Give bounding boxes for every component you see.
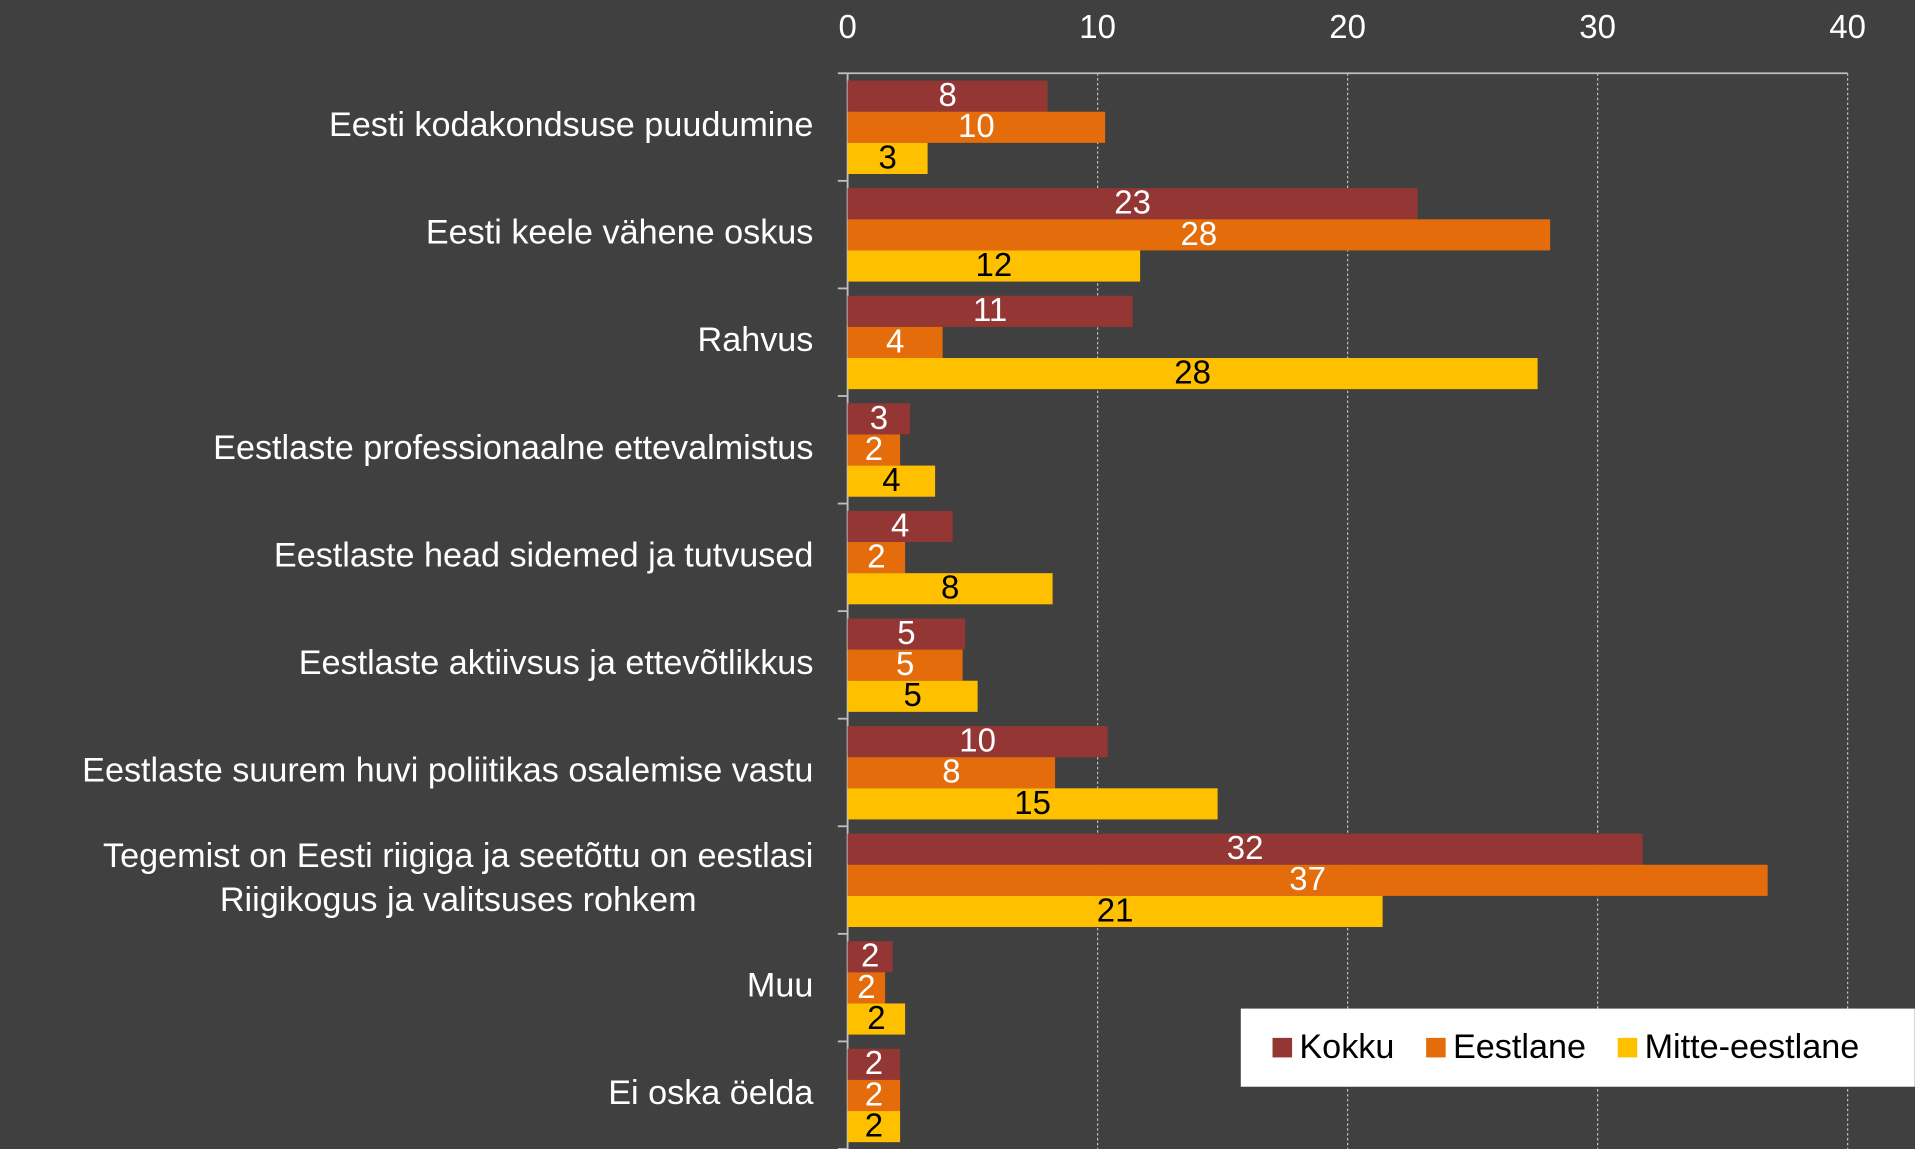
- bar: [847, 788, 1218, 820]
- category-label-line: Tegemist on Eesti riigiga ja seetõttu on…: [103, 837, 813, 875]
- data-label: 2: [865, 1107, 883, 1144]
- legend-label: Kokku: [1299, 1028, 1394, 1066]
- data-label: 10: [959, 722, 996, 759]
- bar: [847, 1003, 906, 1035]
- category-label: Eesti kodakondsuse puudumine: [329, 106, 813, 144]
- category-label: Muu: [747, 967, 813, 1005]
- bar: [847, 295, 1133, 327]
- x-tick-label: 0: [838, 8, 856, 45]
- bar: [847, 618, 966, 650]
- data-label: 2: [867, 538, 885, 575]
- bar: [847, 542, 906, 574]
- data-label: 5: [897, 614, 915, 651]
- bar: [847, 465, 936, 497]
- data-label: 21: [1097, 891, 1134, 928]
- data-label: 4: [886, 322, 904, 359]
- data-label: 11: [973, 291, 1007, 328]
- bar: [847, 726, 1108, 758]
- bar: [847, 941, 893, 973]
- legend-label: Eestlane: [1453, 1028, 1586, 1066]
- legend-swatch: [1617, 1037, 1638, 1058]
- bar: [847, 434, 901, 466]
- data-label: 8: [942, 753, 960, 790]
- data-label: 2: [861, 937, 879, 974]
- category-label: Eestlaste professionaalne ettevalmistus: [213, 429, 813, 467]
- legend-box: [1240, 1008, 1915, 1087]
- category-label: Eestlaste suurem huvi poliitikas osalemi…: [82, 752, 813, 790]
- bar: [847, 649, 963, 681]
- bar: [847, 1048, 901, 1080]
- bar: [847, 142, 928, 174]
- data-label: 28: [1181, 215, 1218, 252]
- bar: [847, 358, 1538, 390]
- bar: [847, 757, 1056, 789]
- bar: [847, 680, 978, 712]
- data-label: 32: [1227, 829, 1264, 866]
- data-label: 4: [891, 506, 909, 543]
- bar: [847, 250, 1141, 282]
- data-label: 2: [865, 1075, 883, 1112]
- bar: [847, 188, 1418, 220]
- data-label: 5: [896, 645, 914, 682]
- data-label: 37: [1289, 860, 1326, 897]
- data-label: 23: [1114, 184, 1151, 221]
- x-tick-label: 40: [1829, 8, 1866, 45]
- data-label: 8: [938, 76, 956, 113]
- data-label: 2: [865, 430, 883, 467]
- data-label: 2: [867, 999, 885, 1036]
- x-tick-label: 30: [1579, 8, 1616, 45]
- bar: [847, 895, 1383, 928]
- bar: [847, 111, 1106, 143]
- bar: [847, 1079, 901, 1112]
- data-label: 3: [870, 399, 888, 436]
- data-label: 15: [1014, 784, 1051, 821]
- data-label: 28: [1174, 354, 1211, 391]
- data-label: 3: [878, 138, 896, 175]
- category-label: Ei oska öelda: [608, 1074, 813, 1112]
- data-label: 4: [882, 461, 900, 498]
- data-label: 2: [865, 1044, 883, 1081]
- bar: [847, 864, 1768, 896]
- bar: [847, 80, 1048, 112]
- category-label: Rahvus: [698, 321, 814, 359]
- data-label: 2: [857, 968, 875, 1005]
- legend-swatch: [1272, 1037, 1293, 1058]
- category-label: Eestlaste aktiivsus ja ettevõtlikkus: [299, 644, 814, 682]
- data-label: 8: [941, 569, 959, 606]
- legend-swatch: [1426, 1037, 1446, 1058]
- bar: [847, 510, 953, 543]
- data-label: 5: [903, 676, 921, 713]
- category-label-line: Riigikogus ja valitsuses rohkem: [220, 881, 697, 919]
- category-label: Tegemist on Eesti riigiga ja seetõttu on…: [103, 837, 813, 919]
- data-label: 12: [976, 246, 1013, 283]
- bar: [847, 403, 911, 435]
- x-tick-label: 10: [1079, 8, 1116, 45]
- bar: [847, 1111, 901, 1143]
- x-tick-label: 20: [1329, 8, 1366, 45]
- category-label: Eestlaste head sidemed ja tutvused: [274, 536, 814, 574]
- category-label: Eesti keele vähene oskus: [426, 214, 814, 252]
- bar: [847, 573, 1053, 605]
- bar: [847, 833, 1643, 865]
- bar: [847, 219, 1551, 251]
- legend: Kokku Eestlane Mitte-eestlane: [1240, 1008, 1915, 1087]
- data-label: 10: [958, 107, 995, 144]
- legend-label: Mitte-eestlane: [1645, 1028, 1860, 1066]
- bar: [847, 972, 886, 1004]
- bar: [847, 326, 943, 359]
